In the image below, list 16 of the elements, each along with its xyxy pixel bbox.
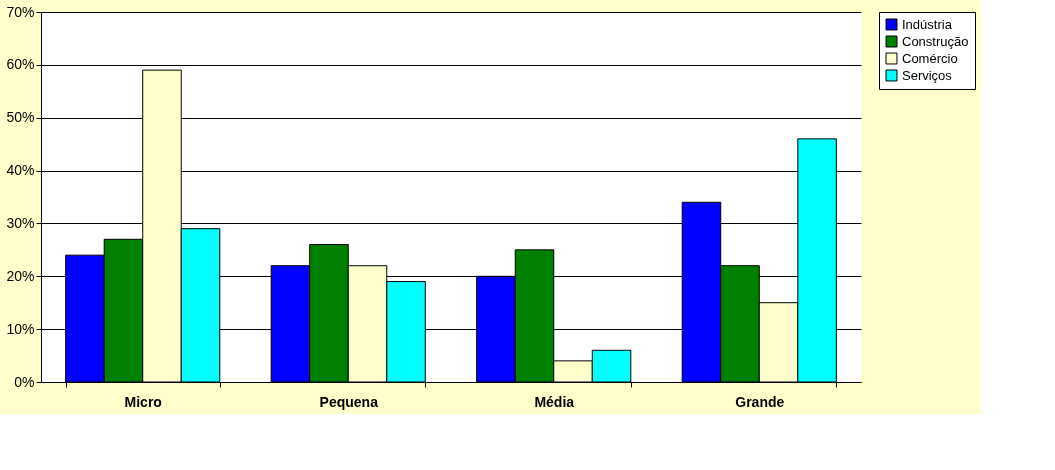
y-tick-label: 40% <box>6 162 35 179</box>
legend-label: Comércio <box>902 50 958 66</box>
y-tick-label: 60% <box>6 56 35 73</box>
y-tick-label: 30% <box>6 214 35 231</box>
x-tick-label: Pequena <box>319 393 379 410</box>
legend-label: Construção <box>902 33 969 49</box>
legend-label: Indústria <box>902 16 953 32</box>
y-tick-label: 20% <box>6 267 35 284</box>
y-tick-label: 0% <box>14 373 35 390</box>
x-tick-label: Micro <box>124 393 162 410</box>
y-tick-label: 70% <box>6 3 35 20</box>
legend-label: Serviços <box>902 67 953 83</box>
x-tick-label: Grande <box>735 393 785 410</box>
y-tick-label: 50% <box>6 109 35 126</box>
y-tick-label: 10% <box>6 320 35 337</box>
x-tick-label: Média <box>534 393 575 410</box>
